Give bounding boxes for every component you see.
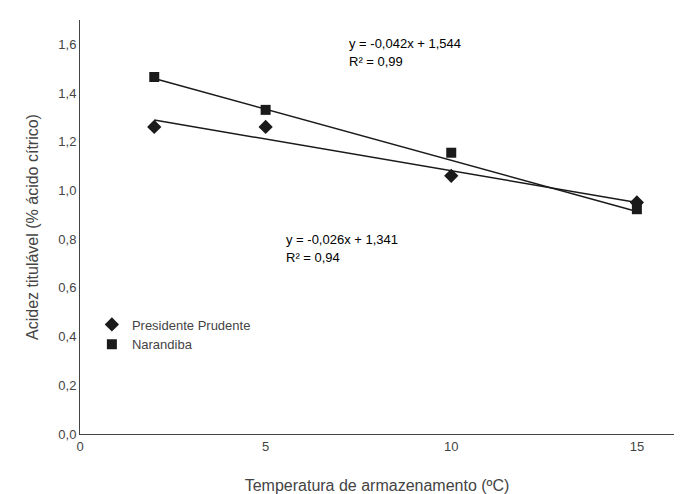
svg-text:0,2: 0,2 (58, 378, 76, 393)
svg-text:0,6: 0,6 (58, 280, 76, 295)
svg-text:Acidez titulável (% ácido cítr: Acidez titulável (% ácido cítrico) (24, 114, 41, 340)
svg-text:10: 10 (444, 439, 458, 454)
svg-text:15: 15 (630, 439, 644, 454)
svg-text:0,4: 0,4 (58, 329, 76, 344)
svg-text:y = -0,026x + 1,341: y = -0,026x + 1,341 (286, 232, 398, 247)
svg-text:Temperatura de armazenamento (: Temperatura de armazenamento (ºC) (245, 477, 510, 494)
svg-text:0: 0 (76, 439, 83, 454)
svg-text:1,0: 1,0 (58, 183, 76, 198)
svg-text:5: 5 (262, 439, 269, 454)
svg-text:0,8: 0,8 (58, 232, 76, 247)
svg-text:R² = 0,99: R² = 0,99 (349, 54, 403, 69)
svg-text:R² = 0,94: R² = 0,94 (286, 250, 340, 265)
svg-text:Presidente Prudente: Presidente Prudente (132, 318, 251, 333)
svg-text:y = -0,042x + 1,544: y = -0,042x + 1,544 (349, 36, 461, 51)
svg-text:Narandiba: Narandiba (132, 337, 193, 352)
svg-text:1,6: 1,6 (58, 37, 76, 52)
svg-text:1,4: 1,4 (58, 86, 76, 101)
svg-text:1,2: 1,2 (58, 134, 76, 149)
svg-text:0,0: 0,0 (58, 427, 76, 442)
